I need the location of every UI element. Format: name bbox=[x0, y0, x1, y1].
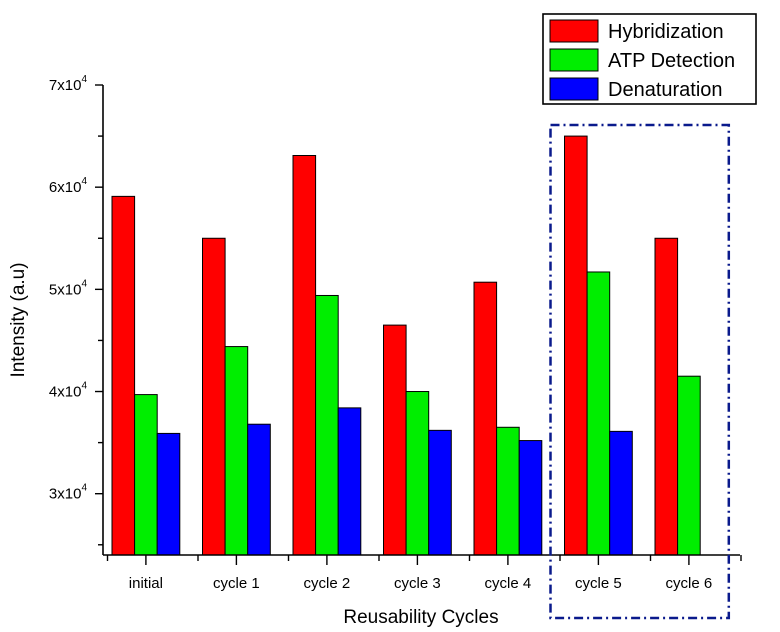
x-ticks: initial cycle 1 cycle 2 cycle 3 cycle 4 cycle… bbox=[106, 555, 742, 592]
bar-denaturation-cycle-3 bbox=[428, 429, 452, 556]
y-tick-label: 3x104 bbox=[49, 483, 88, 503]
x-tick-label: cycle 5 bbox=[575, 575, 622, 592]
bar-hybridization-cycle-6 bbox=[654, 237, 679, 556]
y-tick-label: 7x104 bbox=[49, 74, 88, 94]
bar-hybridization-cycle-5 bbox=[564, 135, 588, 556]
bar-hybridization-cycle-1 bbox=[202, 237, 226, 556]
bar-denaturation-cycle-1 bbox=[247, 423, 271, 556]
bar-denaturation-initial bbox=[156, 432, 181, 556]
legend-label-denaturation: Denaturation bbox=[608, 79, 723, 101]
legend-swatch-denaturation bbox=[549, 77, 599, 101]
legend-label-atp-detection: ATP Detection bbox=[608, 50, 735, 72]
x-tick-label: cycle 4 bbox=[485, 575, 532, 592]
bar-atp-detection-initial bbox=[134, 394, 158, 556]
legend-swatch-atp-detection bbox=[549, 48, 599, 72]
bar-atp-detection-cycle-6 bbox=[677, 375, 701, 556]
bar-hybridization-cycle-3 bbox=[383, 324, 407, 556]
legend-label-hybridization: Hybridization bbox=[608, 21, 724, 43]
bar-atp-detection-cycle-2 bbox=[315, 294, 339, 556]
x-tick-label: cycle 6 bbox=[666, 575, 713, 592]
legend: Hybridization ATP Detection Denaturation bbox=[542, 13, 757, 105]
x-tick-label: cycle 3 bbox=[394, 575, 441, 592]
x-tick-label: cycle 2 bbox=[304, 575, 351, 592]
axes bbox=[102, 85, 740, 556]
bar-hybridization-cycle-4 bbox=[473, 281, 498, 556]
legend-swatch-hybridization bbox=[549, 19, 599, 43]
bars bbox=[111, 135, 701, 556]
highlight-box bbox=[549, 123, 731, 620]
bar-hybridization-cycle-2 bbox=[292, 155, 317, 556]
x-tick-label: initial bbox=[129, 575, 163, 592]
bar-denaturation-cycle-5 bbox=[609, 430, 633, 556]
bar-hybridization-initial bbox=[111, 195, 136, 556]
bar-atp-detection-cycle-1 bbox=[224, 346, 249, 556]
y-tick-label: 6x104 bbox=[49, 176, 88, 196]
bar-atp-detection-cycle-4 bbox=[496, 426, 520, 556]
x-tick-label: cycle 1 bbox=[213, 575, 260, 592]
y-axis-title: Intensity (a.u) bbox=[8, 262, 29, 377]
bar-denaturation-cycle-2 bbox=[337, 407, 362, 556]
x-axis-title: Reusability Cycles bbox=[343, 607, 498, 628]
y-tick-label: 5x104 bbox=[49, 278, 88, 298]
y-ticks: 3x104 4x104 5x104 6x104 7x104 bbox=[49, 74, 103, 546]
bar-atp-detection-cycle-5 bbox=[586, 271, 611, 556]
bar-atp-detection-cycle-3 bbox=[405, 391, 430, 556]
bar-denaturation-cycle-4 bbox=[518, 440, 543, 556]
y-tick-label: 4x104 bbox=[49, 381, 88, 401]
